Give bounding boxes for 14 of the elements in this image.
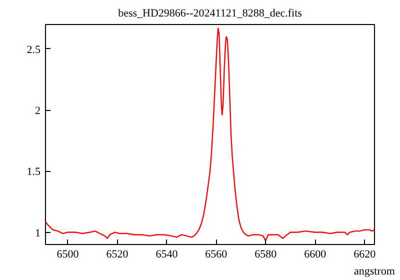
y-tick-label: 1 <box>35 227 40 240</box>
x-axis-title: angstrom <box>354 266 396 278</box>
x-tick-label: 6620 <box>354 248 376 260</box>
x-tick-label: 6600 <box>304 248 327 260</box>
y-tick-label: 2 <box>35 105 40 118</box>
x-tick-label: 6580 <box>254 248 278 260</box>
y-tick-label: 2.5 <box>26 44 41 56</box>
x-tick-label: 6500 <box>56 248 80 260</box>
line-series <box>46 28 374 242</box>
x-tick-label: 6520 <box>106 248 129 260</box>
y-tick-label: 1.5 <box>26 166 41 178</box>
x-tick-label: 6560 <box>205 248 228 260</box>
x-tick-label: 6540 <box>156 248 178 260</box>
chart-title: bess_HD29866--20241121_8288_dec.fits <box>118 8 302 20</box>
